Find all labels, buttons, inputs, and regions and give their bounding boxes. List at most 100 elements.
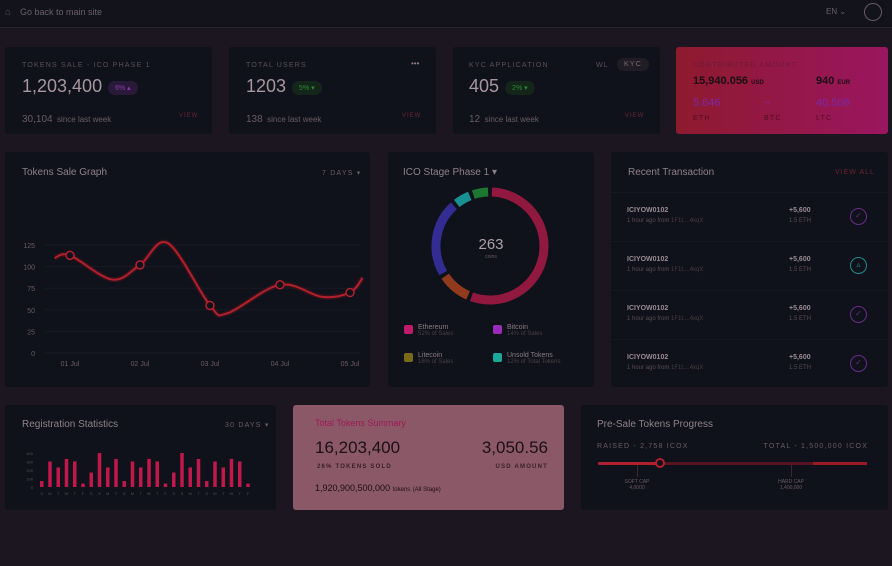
- view-all-link[interactable]: VIEW ALL: [835, 169, 875, 176]
- card-title: Pre-Sale Tokens Progress: [597, 419, 713, 430]
- bar: [48, 461, 52, 487]
- bar: [205, 481, 209, 487]
- legend-name: Ethereum: [418, 324, 449, 331]
- transaction-eth: 1.5 ETH: [789, 267, 812, 273]
- x-tick-label: 03 Jul: [201, 361, 220, 368]
- donut-segment: [469, 187, 549, 305]
- back-link[interactable]: Go back to main site: [20, 7, 103, 17]
- stage-dropdown[interactable]: ICO Stage Phase 1 ▾: [403, 167, 497, 178]
- transaction-amount: +5,600: [789, 256, 811, 263]
- view-link[interactable]: VIEW: [625, 113, 645, 119]
- transaction-row[interactable]: ICIYOW0102 1 hour ago from 1F1t....4xqX …: [611, 339, 888, 388]
- transaction-time: 1 hour ago from: [627, 365, 670, 371]
- soft-cap-value: 4,0000: [629, 485, 645, 491]
- soft-cap-label: SOFT CAP: [624, 479, 650, 485]
- y-tick-label: 0: [31, 351, 35, 358]
- check-circle-icon: ✓: [850, 306, 867, 323]
- card-label: CONTRIBUTED AMOUNT: [693, 62, 798, 69]
- language-select[interactable]: EN ⌄: [826, 7, 847, 16]
- x-tick-label: S: [40, 491, 43, 496]
- legend-sub: 14% of Sales: [507, 331, 543, 337]
- data-point: [345, 287, 355, 298]
- data-point: [205, 300, 215, 311]
- tab-kyc[interactable]: KYC: [617, 58, 649, 71]
- donut-segment: [441, 273, 471, 300]
- home-icon[interactable]: ⌂: [5, 7, 12, 18]
- progress-handle[interactable]: [654, 458, 665, 468]
- bar: [213, 461, 217, 487]
- y-tick-label: 100: [26, 477, 33, 482]
- transaction-time: 1 hour ago from: [627, 316, 670, 322]
- bar: [64, 458, 69, 487]
- total-label: TOTAL - 1,500,000 ICOX: [763, 443, 868, 450]
- legend-name: Unsold Tokens: [507, 352, 553, 359]
- top-bar: ⌂ Go back to main site EN ⌄: [0, 0, 892, 28]
- transaction-row[interactable]: ICIYOW0102 1 hour ago from 1F1t....4xqX …: [611, 192, 888, 241]
- bar: [221, 467, 225, 487]
- data-point: [135, 260, 145, 270]
- since-label: since last week: [267, 115, 322, 124]
- stat-value: 1203: [246, 76, 287, 96]
- since-label: since last week: [484, 115, 539, 124]
- bar: [81, 483, 85, 487]
- transaction-address[interactable]: 1F1t....4xqX: [671, 316, 704, 322]
- transaction-row[interactable]: ICIYOW0102 1 hour ago from 1F1t....4xqX …: [611, 290, 888, 339]
- tokens-label: 26% TOKENS SOLD: [317, 464, 392, 470]
- legend-item: Bitcoin 14% of Sales: [493, 324, 542, 337]
- since-value: 12: [469, 114, 481, 125]
- bar: [114, 458, 118, 487]
- bar: [163, 483, 168, 487]
- all-tokens-value: 1,920,900,500,000: [315, 483, 391, 493]
- bar: [122, 481, 126, 487]
- range-dropdown[interactable]: 7 DAYS ▾: [322, 170, 362, 177]
- transaction-id: ICIYOW0102: [627, 354, 669, 361]
- x-tick-label: M: [106, 491, 109, 496]
- view-link[interactable]: VIEW: [402, 113, 422, 119]
- usd-label: USD AMOUNT: [495, 464, 548, 470]
- x-tick-label: T: [238, 491, 241, 496]
- bar: [229, 458, 234, 487]
- avatar[interactable]: [864, 3, 882, 21]
- since-value: 30,104: [22, 114, 53, 125]
- transaction-row[interactable]: ICIYOW0102 1 hour ago from 1F1t....4xqX …: [611, 241, 888, 290]
- x-tick-label: 01 Jul: [61, 361, 80, 368]
- bar: [188, 467, 192, 487]
- bar: [180, 453, 184, 487]
- registration-statistics-card: Registration Statistics 30 DAYS ▾ 0 100 20…: [5, 405, 276, 510]
- since-value: 138: [246, 114, 263, 125]
- y-tick-label: 75: [27, 286, 35, 293]
- x-tick-label: F: [247, 491, 250, 496]
- data-point: [275, 279, 285, 290]
- recent-transaction-card: Recent Transaction VIEW ALL ICIYOW0102 1…: [611, 152, 888, 387]
- y-tick-label: 100: [23, 265, 35, 272]
- tab-wl[interactable]: WL: [596, 62, 609, 69]
- x-tick-label: W: [147, 491, 151, 496]
- progress-fill: [598, 462, 660, 465]
- transaction-address[interactable]: 1F1t....4xqX: [671, 267, 704, 273]
- transaction-address[interactable]: 1F1t....4xqX: [671, 365, 704, 371]
- transaction-eth: 1.5 ETH: [789, 365, 812, 371]
- transaction-time: 1 hour ago from: [627, 267, 670, 273]
- transaction-id: ICIYOW0102: [627, 305, 669, 312]
- transaction-eth: 1.5 ETH: [789, 316, 812, 322]
- transaction-address[interactable]: 1F1t....4xqX: [671, 218, 704, 224]
- bar: [89, 472, 93, 487]
- x-tick-label: M: [131, 491, 134, 496]
- total-tokens-summary-card: Total Tokens Summary 16,203,400 3,050.56…: [293, 405, 564, 510]
- x-tick-label: M: [189, 491, 192, 496]
- x-tick-label: S: [90, 491, 93, 496]
- card-title: Total Tokens Summary: [315, 418, 406, 428]
- bar: [155, 461, 159, 487]
- bar: [172, 472, 176, 487]
- x-tick-label: 02 Jul: [131, 361, 150, 368]
- language-value: EN: [826, 7, 838, 16]
- donut-segment: [471, 187, 489, 199]
- view-link[interactable]: VIEW: [179, 113, 199, 119]
- x-tick-label: W: [230, 491, 234, 496]
- stat-card-tokens-sale: TOKENS SALE - ICO PHASE 1 1,203,400 6% ▴ …: [5, 47, 212, 134]
- more-icon[interactable]: •••: [411, 59, 420, 68]
- stat-label: TOTAL USERS: [246, 62, 307, 69]
- x-tick-label: W: [65, 491, 69, 496]
- range-dropdown[interactable]: 30 DAYS ▾: [225, 422, 270, 429]
- all-tokens-note: (All Stage): [412, 487, 441, 493]
